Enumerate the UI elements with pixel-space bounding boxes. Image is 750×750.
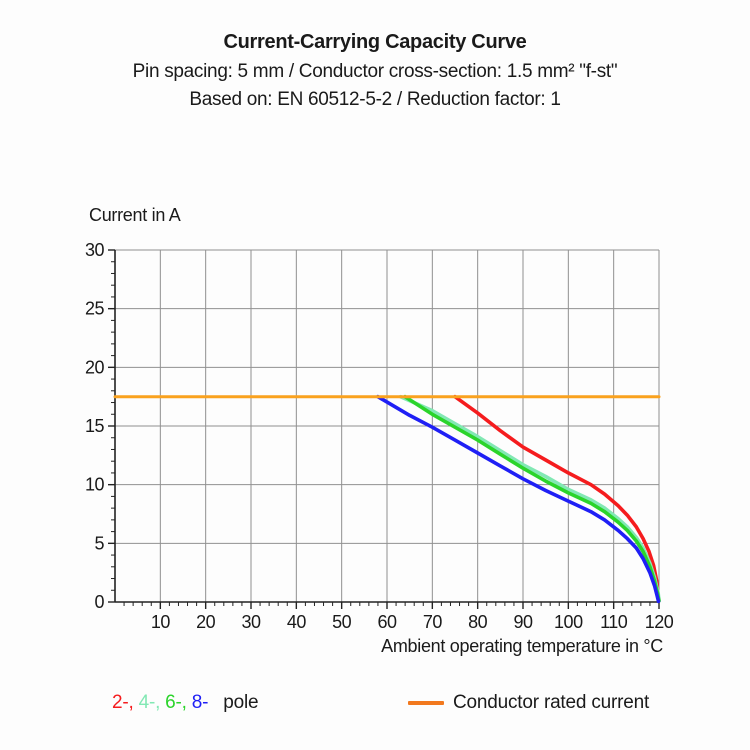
pole-legend-suffix: pole [223, 692, 259, 713]
x-tick-label: 100 [554, 612, 583, 632]
gridlines [115, 249, 660, 603]
x-axis-title: Ambient operating temperature in °C [381, 636, 663, 656]
chart-subtitle-standard: Based on: EN 60512-5-2 / Reduction facto… [189, 89, 561, 110]
x-tick-label: 20 [196, 612, 216, 632]
minor-ticks [111, 261, 651, 606]
series-6-pole [403, 394, 661, 603]
rated-current-label: Conductor rated current [453, 692, 650, 713]
x-tick-label: 80 [468, 612, 488, 632]
series-8-pole [376, 394, 661, 604]
x-axis-ticks: 10 20 30 40 50 60 70 80 90 100 110 120 [151, 602, 674, 632]
legend-pole-8: 8- [191, 692, 209, 713]
x-tick-label: 110 [600, 612, 628, 632]
x-tick-label: 10 [151, 612, 171, 632]
chart-title: Current-Carrying Capacity Curve [223, 31, 527, 53]
x-tick-label: 50 [332, 612, 352, 632]
legend-pole-6: 6-, [165, 692, 187, 713]
y-tick-label: 25 [85, 299, 105, 319]
chart-subtitle-spec: Pin spacing: 5 mm / Conductor cross-sect… [132, 61, 618, 82]
legend-pole-4: 4-, [138, 692, 161, 713]
pole-legend: 2-, 4-, 6-, 8- pole [112, 692, 259, 714]
x-tick-label: 90 [513, 612, 533, 632]
x-tick-label: 30 [241, 612, 261, 632]
y-tick-label: 0 [94, 592, 104, 612]
legend-pole-2: 2-, [112, 692, 134, 713]
x-tick-label: 120 [645, 612, 674, 632]
y-tick-label: 10 [85, 475, 105, 495]
y-axis-title: Current in A [89, 205, 181, 225]
x-tick-label: 60 [377, 612, 397, 632]
axes [114, 250, 659, 603]
y-axis-ticks: 0 5 10 15 20 25 30 [85, 240, 115, 612]
y-tick-label: 15 [85, 416, 105, 436]
y-tick-label: 5 [94, 533, 104, 553]
y-tick-label: 20 [85, 357, 105, 377]
rated-current-line-swatch [408, 701, 444, 705]
rated-current-legend: Conductor rated current [408, 692, 649, 714]
y-tick-label: 30 [85, 240, 105, 260]
series-2-pole [453, 394, 661, 602]
x-tick-label: 70 [423, 612, 443, 632]
series-4-pole [398, 394, 661, 603]
x-tick-label: 40 [287, 612, 307, 632]
